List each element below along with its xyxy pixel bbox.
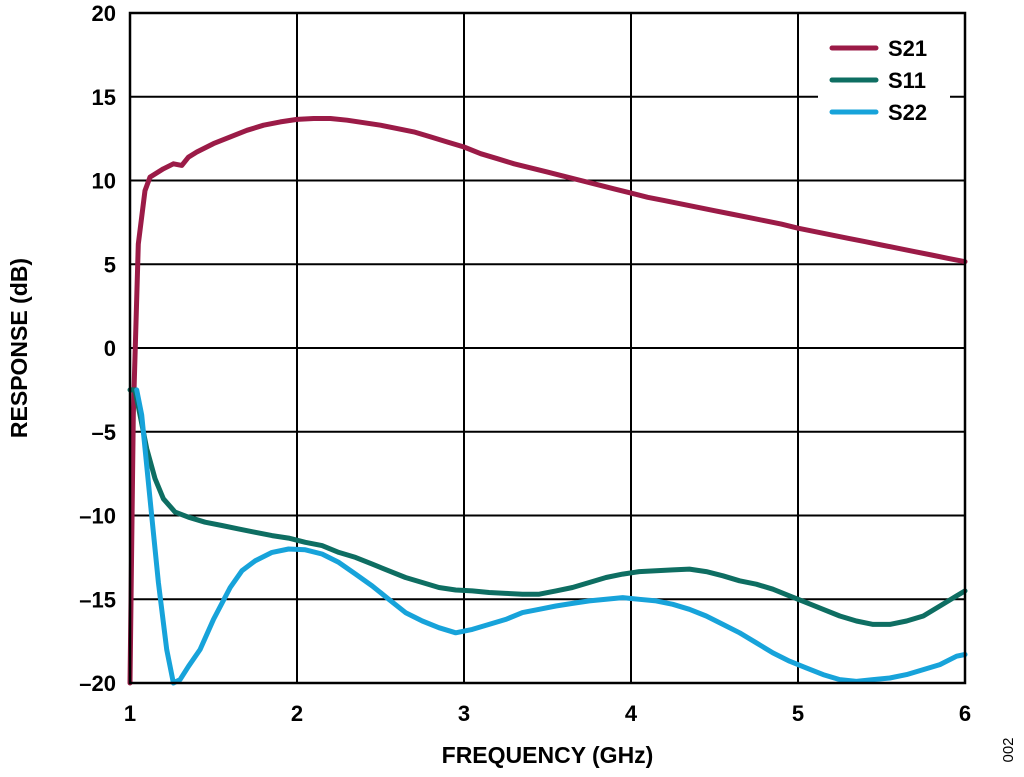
y-tick-label: 5 (104, 252, 116, 277)
legend: S21 S11 S22 (818, 28, 950, 138)
y-tick-label: 10 (92, 169, 116, 194)
x-tick-label: 5 (792, 701, 804, 726)
series-lines (127, 116, 968, 686)
series-s22-line (134, 387, 968, 686)
x-tick-label: 2 (291, 701, 303, 726)
tick-labels: 1 2 3 4 5 6 20 15 10 5 0 –5 –10 –15 –20 (79, 1, 971, 726)
series-s21-line (127, 116, 968, 686)
x-tick-label: 3 (458, 701, 470, 726)
y-axis-title: RESPONSE (dB) (6, 258, 32, 438)
y-tick-label: –10 (79, 504, 116, 529)
y-tick-label: 15 (92, 85, 116, 110)
legend-label-s22: S22 (888, 100, 927, 125)
legend-background (818, 28, 950, 138)
x-tick-label: 1 (124, 701, 136, 726)
series-s11-line (127, 387, 968, 627)
x-tick-label: 4 (625, 701, 638, 726)
legend-label-s11: S11 (888, 68, 926, 93)
y-tick-label: 0 (104, 336, 116, 361)
figure-id: 002 (1000, 737, 1017, 762)
grid (130, 13, 965, 683)
legend-label-s21: S21 (888, 36, 927, 61)
x-tick-label: 6 (959, 701, 971, 726)
y-tick-label: –20 (79, 671, 116, 696)
plot-area-frame (128, 11, 967, 685)
y-tick-label: –5 (92, 420, 116, 445)
x-axis-title: FREQUENCY (GHz) (442, 742, 654, 768)
y-tick-label: 20 (92, 1, 116, 26)
y-tick-label: –15 (79, 587, 116, 612)
